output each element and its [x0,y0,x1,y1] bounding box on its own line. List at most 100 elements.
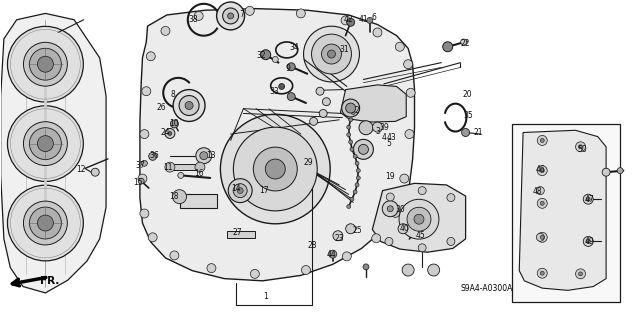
Circle shape [406,88,415,97]
Circle shape [287,63,295,71]
Text: 34: 34 [289,43,300,52]
Circle shape [272,56,278,63]
Circle shape [536,233,544,241]
Circle shape [372,122,383,132]
Text: 2: 2 [355,106,360,115]
Circle shape [185,101,193,109]
Circle shape [341,16,350,25]
Circle shape [296,9,305,18]
Circle shape [391,208,400,217]
Circle shape [342,252,351,261]
Circle shape [405,130,414,138]
Circle shape [8,185,83,261]
Circle shape [583,194,593,204]
Circle shape [29,207,61,239]
Circle shape [316,87,324,95]
Circle shape [402,264,414,276]
Circle shape [586,197,590,201]
Text: 19: 19 [385,173,395,182]
Circle shape [540,235,544,239]
Polygon shape [372,183,466,252]
Text: 28: 28 [308,241,317,250]
Circle shape [387,206,393,212]
Text: 43: 43 [387,133,396,142]
Circle shape [418,187,426,195]
Circle shape [170,120,179,128]
Circle shape [92,168,99,176]
Text: 40: 40 [399,224,409,233]
Circle shape [140,209,149,218]
Text: 12: 12 [76,165,85,174]
Circle shape [353,154,357,158]
Circle shape [165,162,175,172]
Text: 29: 29 [304,158,314,167]
Text: 20: 20 [462,90,472,99]
Text: 50: 50 [577,145,587,154]
Text: 18: 18 [170,192,179,202]
Circle shape [350,147,354,151]
Bar [511,124,620,302]
Polygon shape [340,85,406,122]
Text: FR.: FR. [40,276,60,286]
Circle shape [319,109,327,117]
Circle shape [414,214,424,224]
Text: 4: 4 [381,133,387,142]
Circle shape [24,122,67,166]
Circle shape [447,194,455,202]
Text: 48: 48 [532,187,542,197]
Circle shape [37,136,53,152]
Circle shape [301,265,310,275]
Circle shape [447,237,455,245]
Circle shape [372,234,381,243]
Text: 16: 16 [194,169,204,178]
Circle shape [537,232,547,242]
Circle shape [24,42,67,86]
Circle shape [228,179,252,203]
Circle shape [233,184,247,197]
Circle shape [287,93,295,100]
Text: 7: 7 [239,11,244,19]
Text: 31: 31 [339,45,349,55]
Text: 42: 42 [344,15,353,24]
Circle shape [260,50,271,60]
Circle shape [617,167,623,174]
Circle shape [347,204,351,209]
Circle shape [147,52,156,61]
Text: 39: 39 [379,122,388,132]
Circle shape [461,129,470,137]
Circle shape [540,201,544,205]
Circle shape [216,2,244,30]
Circle shape [385,237,393,245]
Circle shape [234,127,317,211]
Circle shape [387,193,394,201]
Circle shape [540,271,544,275]
Circle shape [165,129,175,138]
Circle shape [540,138,544,143]
Circle shape [37,215,53,231]
Circle shape [579,145,582,149]
Circle shape [237,188,243,194]
Circle shape [583,236,593,246]
Circle shape [404,60,413,69]
Circle shape [140,130,149,138]
Bar [179,195,218,208]
Text: 45: 45 [416,231,426,240]
Circle shape [8,106,83,182]
Circle shape [29,128,61,160]
Circle shape [170,251,179,260]
Circle shape [207,263,216,273]
Text: 33: 33 [269,87,279,96]
Circle shape [220,114,330,224]
Circle shape [373,28,382,37]
Circle shape [138,178,144,184]
Circle shape [407,207,431,231]
Circle shape [355,183,359,187]
Circle shape [418,244,426,252]
Circle shape [321,44,342,64]
Circle shape [396,42,404,51]
Text: 9: 9 [285,64,291,73]
Circle shape [355,161,359,165]
Circle shape [356,176,360,180]
Circle shape [347,133,351,137]
Bar [227,231,255,238]
